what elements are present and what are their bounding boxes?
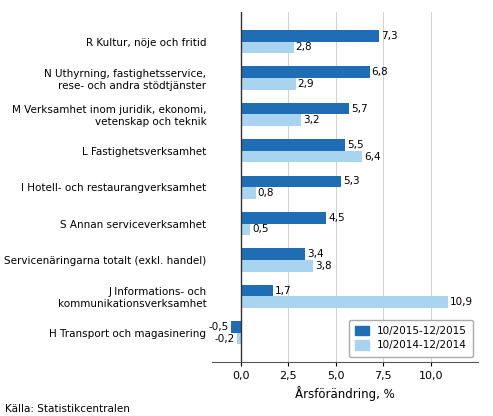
Bar — [241, 224, 250, 235]
Bar — [241, 248, 305, 260]
Text: -0,5: -0,5 — [209, 322, 229, 332]
Bar — [241, 151, 362, 163]
Bar — [241, 260, 313, 272]
Text: 0,5: 0,5 — [252, 224, 268, 235]
Text: 6,4: 6,4 — [364, 151, 381, 162]
Text: 3,4: 3,4 — [307, 249, 324, 259]
Text: Källa: Statistikcentralen: Källa: Statistikcentralen — [5, 404, 130, 414]
Text: 3,2: 3,2 — [303, 115, 320, 125]
Text: 7,3: 7,3 — [381, 31, 398, 41]
Bar — [241, 30, 379, 42]
Text: 6,8: 6,8 — [372, 67, 388, 77]
Bar — [241, 285, 273, 296]
Bar — [241, 187, 256, 199]
Text: 5,3: 5,3 — [343, 176, 360, 186]
Bar — [241, 139, 345, 151]
Bar — [241, 212, 326, 224]
Text: 5,5: 5,5 — [347, 140, 364, 150]
Bar — [241, 114, 301, 126]
Bar — [231, 321, 241, 333]
Text: 0,8: 0,8 — [258, 188, 274, 198]
Text: 1,7: 1,7 — [275, 285, 291, 296]
Text: 3,8: 3,8 — [315, 261, 331, 271]
Bar — [241, 78, 296, 90]
Text: 2,8: 2,8 — [296, 42, 312, 52]
Text: -0,2: -0,2 — [214, 334, 235, 344]
Bar — [241, 176, 341, 187]
Legend: 10/2015-12/2015, 10/2014-12/2014: 10/2015-12/2015, 10/2014-12/2014 — [349, 319, 473, 357]
Bar — [241, 103, 349, 114]
Bar — [241, 66, 370, 78]
Bar — [237, 333, 241, 344]
Text: 5,7: 5,7 — [351, 104, 367, 114]
Text: 2,9: 2,9 — [298, 79, 314, 89]
Bar — [241, 296, 448, 308]
Bar — [241, 42, 294, 53]
Text: 10,9: 10,9 — [450, 297, 473, 307]
Text: 4,5: 4,5 — [328, 213, 345, 223]
X-axis label: Årsförändring, %: Årsförändring, % — [295, 386, 395, 401]
